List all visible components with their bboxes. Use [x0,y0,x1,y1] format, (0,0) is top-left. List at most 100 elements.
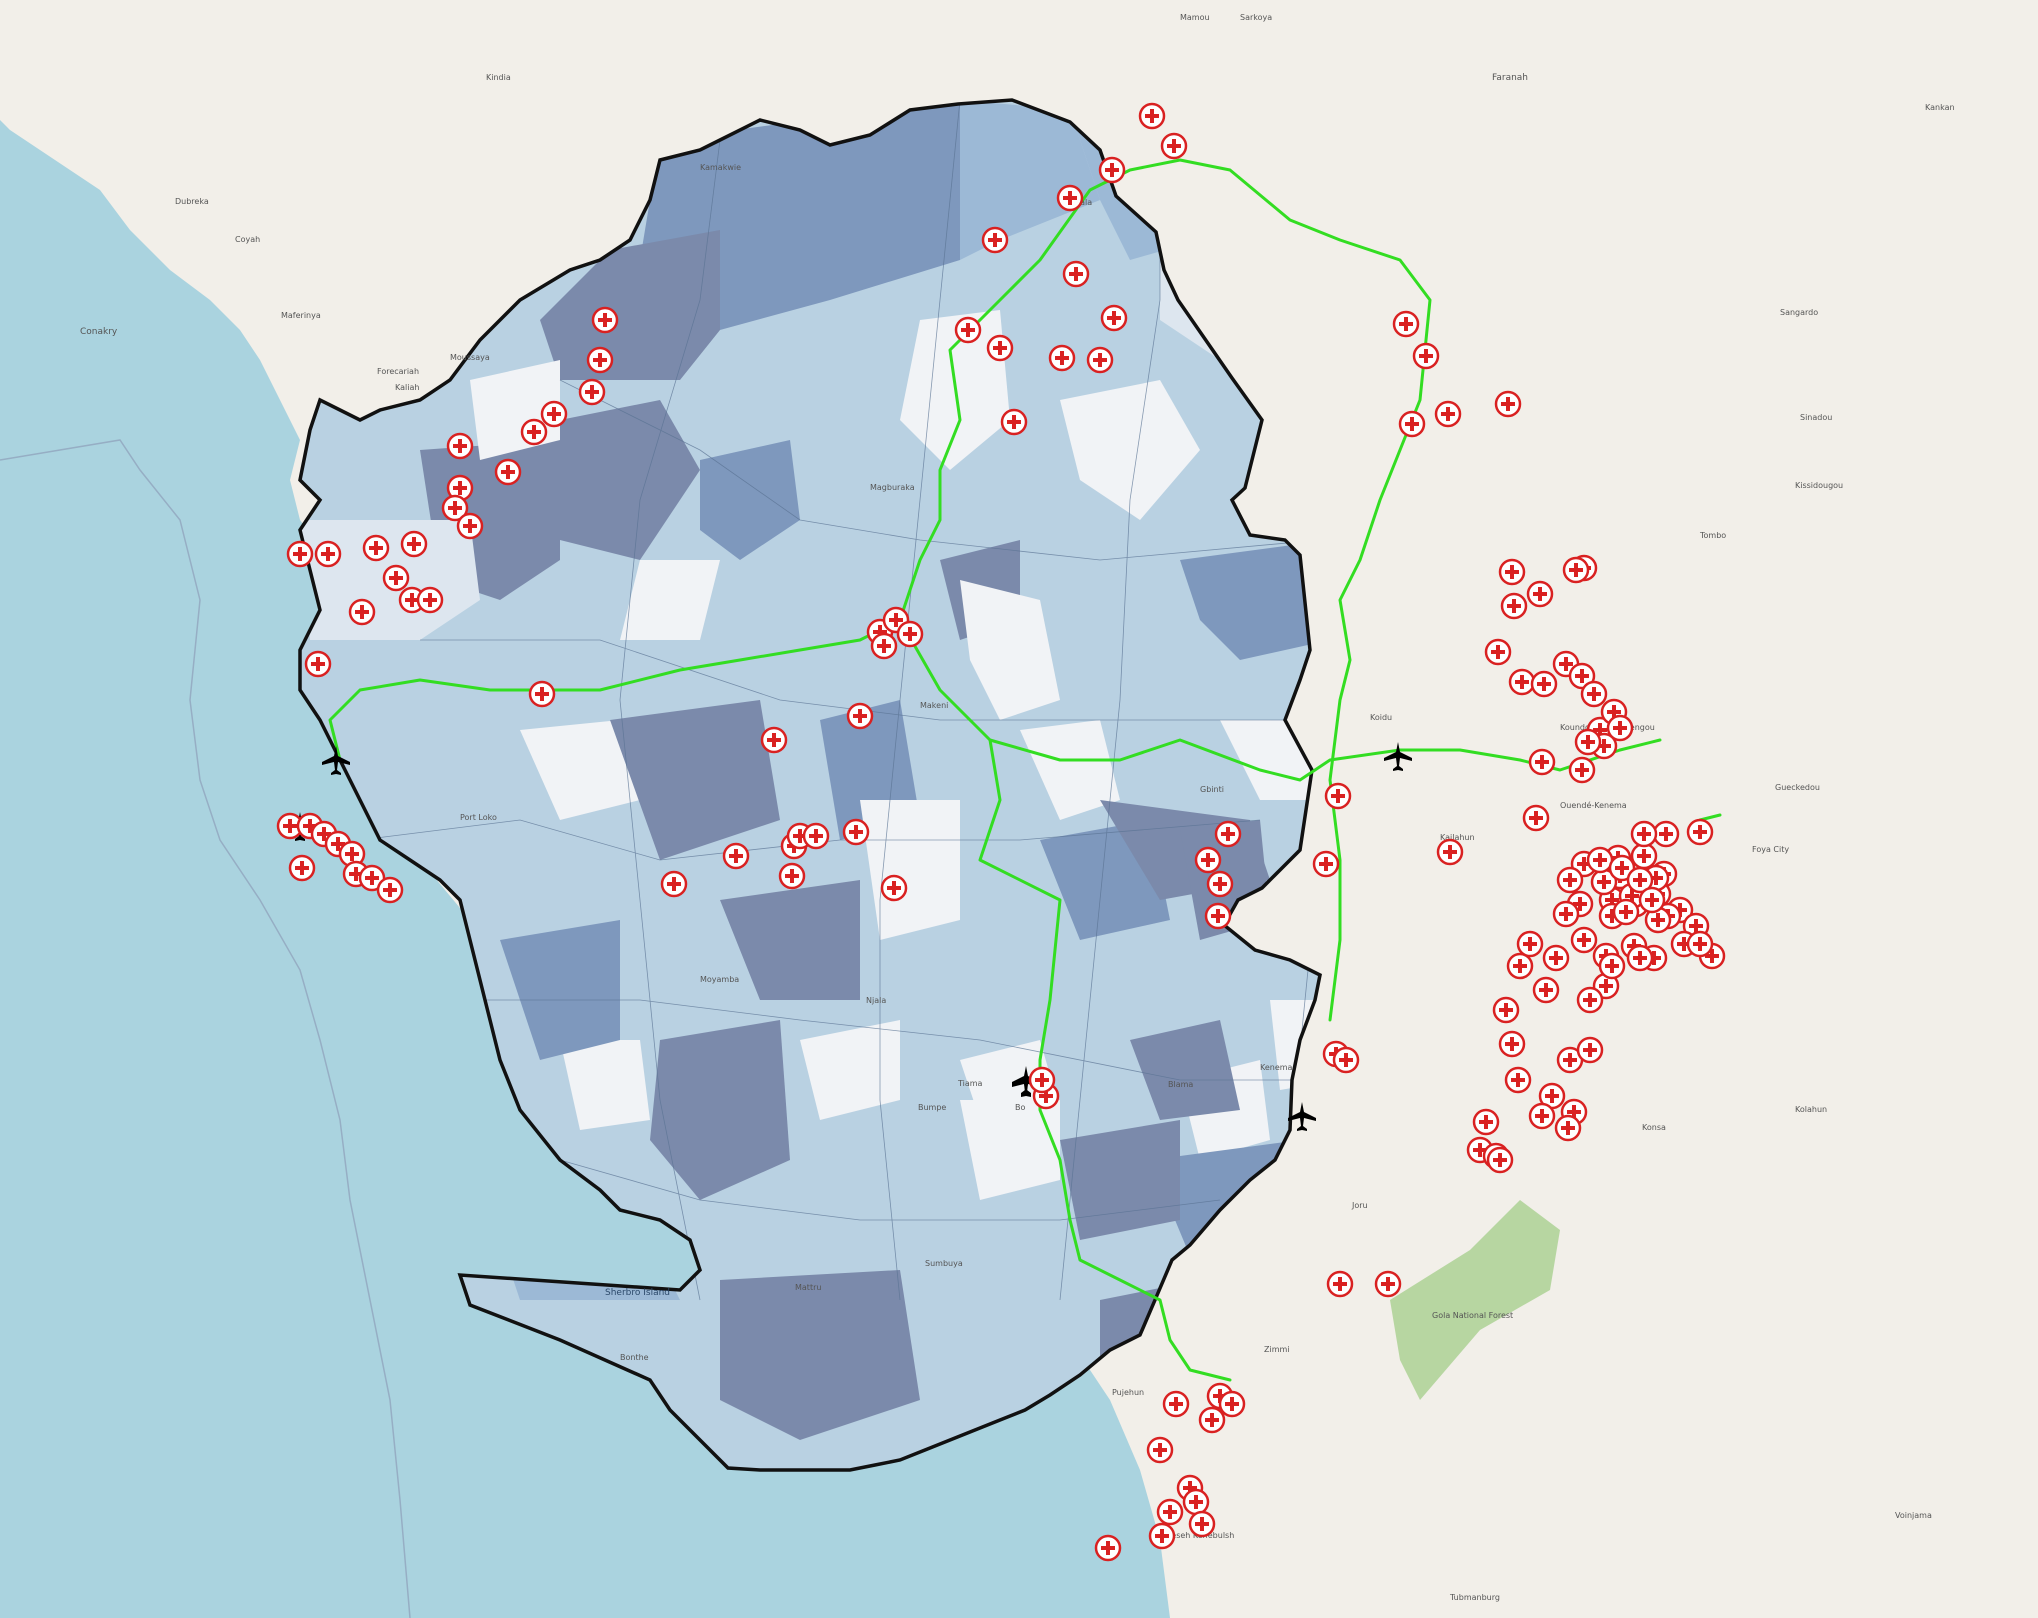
health-facility-icon[interactable] [1686,818,1714,846]
health-facility-icon[interactable] [578,378,606,406]
chiefdom-polygon[interactable] [960,580,1060,720]
chiefdom-polygon[interactable] [720,1270,920,1440]
health-facility-icon[interactable] [1148,1522,1176,1550]
chiefdom-polygon[interactable] [620,560,720,640]
airport-icon[interactable] [1288,1102,1316,1131]
health-facility-icon[interactable] [1576,1036,1604,1064]
chiefdom-polygon[interactable] [700,440,800,560]
health-facility-icon[interactable] [1484,638,1512,666]
health-facility-icon[interactable] [846,702,874,730]
health-facility-icon[interactable] [1556,866,1584,894]
health-facility-icon[interactable] [1574,728,1602,756]
health-facility-icon[interactable] [1000,408,1028,436]
chiefdom-polygon[interactable] [960,100,1100,260]
health-facility-icon[interactable] [1576,986,1604,1014]
health-facility-icon[interactable] [1434,400,1462,428]
health-facility-icon[interactable] [1412,342,1440,370]
health-facility-icon[interactable] [314,540,342,568]
health-facility-icon[interactable] [1194,846,1222,874]
health-facility-icon[interactable] [1522,804,1550,832]
health-facility-icon[interactable] [1598,952,1626,980]
chiefdom-polygon[interactable] [650,1020,790,1200]
health-facility-icon[interactable] [1586,846,1614,874]
health-facility-icon[interactable] [1606,714,1634,742]
health-facility-icon[interactable] [1086,346,1114,374]
health-facility-icon[interactable] [1552,900,1580,928]
health-facility-icon[interactable] [304,650,332,678]
health-facility-icon[interactable] [288,854,316,882]
health-facility-icon[interactable] [1580,680,1608,708]
health-facility-icon[interactable] [1206,870,1234,898]
airport-icon[interactable] [1012,1066,1040,1095]
health-facility-icon[interactable] [1312,850,1340,878]
health-facility-icon[interactable] [1570,926,1598,954]
health-facility-icon[interactable] [1324,782,1352,810]
health-facility-icon[interactable] [446,432,474,460]
chiefdom-polygon[interactable] [560,400,700,560]
health-facility-icon[interactable] [1630,842,1658,870]
health-facility-icon[interactable] [1504,1066,1532,1094]
health-facility-icon[interactable] [1094,1534,1122,1562]
health-facility-icon[interactable] [382,564,410,592]
health-facility-icon[interactable] [1472,1108,1500,1136]
health-facility-icon[interactable] [1686,930,1714,958]
health-facility-icon[interactable] [954,316,982,344]
health-facility-icon[interactable] [1568,662,1596,690]
health-facility-icon[interactable] [528,680,556,708]
health-facility-icon[interactable] [981,226,1009,254]
health-facility-icon[interactable] [870,632,898,660]
health-facility-icon[interactable] [1506,952,1534,980]
health-facility-icon[interactable] [1146,1436,1174,1464]
chiefdom-polygon[interactable] [860,800,960,940]
health-facility-icon[interactable] [1398,410,1426,438]
chiefdom-polygon[interactable] [1060,1120,1180,1240]
chiefdom-polygon[interactable] [960,1100,1060,1200]
chiefdom-polygon[interactable] [610,700,780,860]
health-facility-icon[interactable] [1156,1498,1184,1526]
chiefdom-polygon[interactable] [720,880,860,1000]
health-facility-icon[interactable] [358,864,386,892]
chiefdom-polygon[interactable] [560,1040,650,1130]
health-facility-icon[interactable] [348,598,376,626]
health-facility-icon[interactable] [660,870,688,898]
health-facility-icon[interactable] [1498,1030,1526,1058]
health-facility-icon[interactable] [1100,304,1128,332]
health-facility-icon[interactable] [1188,1510,1216,1538]
health-facility-icon[interactable] [540,400,568,428]
chiefdom-polygon[interactable] [800,1020,900,1120]
health-facility-icon[interactable] [880,874,908,902]
health-facility-icon[interactable] [456,512,484,540]
health-facility-icon[interactable] [1626,866,1654,894]
health-facility-icon[interactable] [1056,184,1084,212]
airport-icon[interactable] [1384,742,1412,771]
health-facility-icon[interactable] [586,346,614,374]
health-facility-icon[interactable] [1218,1390,1246,1418]
health-facility-icon[interactable] [1062,260,1090,288]
health-facility-icon[interactable] [1492,996,1520,1024]
health-facility-icon[interactable] [1500,592,1528,620]
health-facility-icon[interactable] [1626,944,1654,972]
health-facility-icon[interactable] [1554,1114,1582,1142]
health-facility-icon[interactable] [286,540,314,568]
health-facility-icon[interactable] [1498,558,1526,586]
health-facility-icon[interactable] [1568,756,1596,784]
health-facility-icon[interactable] [1644,906,1672,934]
health-facility-icon[interactable] [1332,1046,1360,1074]
health-facility-icon[interactable] [1214,820,1242,848]
health-facility-icon[interactable] [1562,556,1590,584]
health-facility-icon[interactable] [842,818,870,846]
chiefdom-polygon[interactable] [1130,1020,1240,1120]
health-facility-icon[interactable] [1204,902,1232,930]
health-facility-icon[interactable] [1652,820,1680,848]
health-facility-icon[interactable] [1494,390,1522,418]
health-facility-icon[interactable] [520,418,548,446]
health-facility-icon[interactable] [760,726,788,754]
health-facility-icon[interactable] [1528,1102,1556,1130]
health-facility-icon[interactable] [1048,344,1076,372]
health-facility-icon[interactable] [591,306,619,334]
airport-icon[interactable] [322,746,350,775]
health-facility-icon[interactable] [1486,1146,1514,1174]
health-facility-icon[interactable] [1138,102,1166,130]
health-facility-icon[interactable] [1556,1046,1584,1074]
health-facility-icon[interactable] [1630,820,1658,848]
